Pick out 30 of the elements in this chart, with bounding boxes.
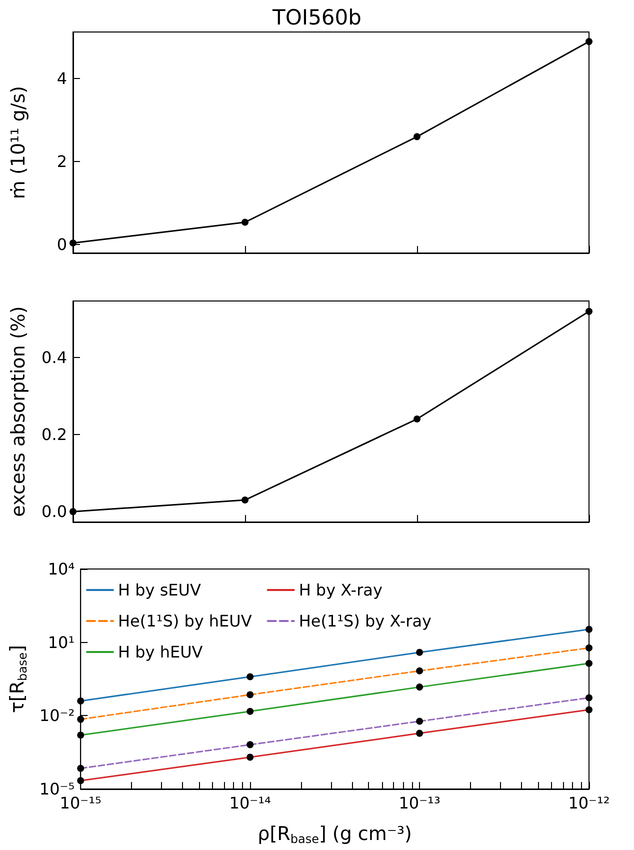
point	[414, 416, 420, 423]
y-axis-title: τ[Rbase]	[6, 644, 30, 714]
x-tick-label: 10⁻¹⁴	[229, 794, 271, 812]
point	[586, 308, 592, 315]
x-tick-label: 10⁻¹³	[398, 794, 440, 812]
y-tick-label: 0	[56, 235, 67, 254]
point	[242, 218, 248, 226]
y-tick-label: 10⁻²	[39, 706, 75, 726]
legend-label: H by sEUV	[118, 580, 201, 600]
point	[70, 240, 76, 247]
point	[70, 508, 76, 516]
y-tick-label: 0.0	[42, 502, 67, 522]
point	[414, 133, 420, 140]
y-tick-label: 0.4	[42, 348, 67, 367]
legend-label: He(1¹S) by hEUV	[118, 612, 252, 630]
legend-label: H by hEUV	[118, 642, 203, 662]
x-tick-label: 10⁻¹²	[568, 794, 610, 812]
point	[586, 38, 592, 46]
point	[242, 496, 248, 504]
chart-title: TOI560b	[272, 6, 362, 30]
y-tick-label: 10⁴	[48, 560, 75, 578]
y-axis-title: excess absorption (%)	[8, 306, 30, 517]
y-axis-title: ṁ (10¹¹ g/s)	[8, 86, 30, 200]
legend-label: H by X-ray	[298, 580, 382, 600]
legend-label: He(1¹S) by X-ray	[298, 612, 432, 630]
x-tick-label: 10⁻¹⁵	[60, 794, 102, 812]
y-tick-label: 4	[56, 69, 67, 88]
y-tick-label: 0.2	[42, 424, 67, 444]
y-tick-label: 10¹	[48, 632, 75, 652]
y-tick-label: 2	[56, 152, 67, 172]
